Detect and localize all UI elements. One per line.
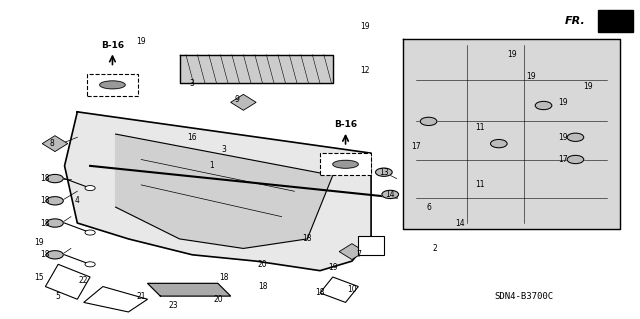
Polygon shape <box>116 134 333 249</box>
Polygon shape <box>42 136 68 152</box>
Text: SDN4-B3700C: SDN4-B3700C <box>495 292 554 300</box>
Polygon shape <box>403 39 620 229</box>
Polygon shape <box>179 55 333 83</box>
Text: 3: 3 <box>222 145 227 154</box>
Circle shape <box>535 101 552 110</box>
Circle shape <box>420 117 437 125</box>
Text: 18: 18 <box>220 272 229 281</box>
Polygon shape <box>230 94 256 110</box>
Circle shape <box>85 230 95 235</box>
Text: 11: 11 <box>475 123 484 132</box>
FancyBboxPatch shape <box>87 74 138 96</box>
Text: 11: 11 <box>475 181 484 189</box>
Text: 3: 3 <box>190 79 195 88</box>
Bar <box>598 10 633 33</box>
Text: 20: 20 <box>213 295 223 304</box>
Polygon shape <box>339 244 365 260</box>
Text: 8: 8 <box>49 139 54 148</box>
Text: 19: 19 <box>328 263 337 272</box>
Circle shape <box>567 155 584 164</box>
Text: 18: 18 <box>316 288 324 297</box>
Polygon shape <box>320 277 358 302</box>
Circle shape <box>47 174 63 183</box>
Text: 23: 23 <box>168 301 178 310</box>
Text: 5: 5 <box>56 292 61 300</box>
Text: 21: 21 <box>136 292 146 300</box>
Text: 10: 10 <box>347 285 356 294</box>
Text: 13: 13 <box>379 168 388 177</box>
Text: 14: 14 <box>456 219 465 227</box>
Circle shape <box>85 262 95 267</box>
Circle shape <box>490 139 507 148</box>
FancyBboxPatch shape <box>320 153 371 175</box>
Text: 19: 19 <box>526 72 536 81</box>
Text: B-16: B-16 <box>334 120 357 129</box>
Circle shape <box>47 219 63 227</box>
Text: B-16: B-16 <box>101 41 124 50</box>
Text: 18: 18 <box>41 250 50 259</box>
Ellipse shape <box>100 81 125 89</box>
Circle shape <box>85 186 95 191</box>
Polygon shape <box>358 236 384 255</box>
Text: 9: 9 <box>234 95 239 104</box>
Text: 18: 18 <box>41 196 50 205</box>
Text: 19: 19 <box>507 50 516 59</box>
Text: 19: 19 <box>558 98 568 107</box>
Text: 19: 19 <box>584 82 593 91</box>
Text: 16: 16 <box>188 133 197 142</box>
Text: 18: 18 <box>41 219 50 227</box>
Text: 17: 17 <box>411 142 420 151</box>
Circle shape <box>567 133 584 141</box>
Text: 18: 18 <box>41 174 50 183</box>
Circle shape <box>382 190 399 198</box>
Text: 20: 20 <box>258 260 268 269</box>
Text: 19: 19 <box>34 238 44 247</box>
Text: 18: 18 <box>258 282 268 291</box>
Text: 1: 1 <box>209 161 214 170</box>
Polygon shape <box>65 112 371 271</box>
Text: 19: 19 <box>360 22 369 31</box>
Polygon shape <box>148 283 230 296</box>
Circle shape <box>376 168 392 176</box>
Text: 19: 19 <box>558 133 568 142</box>
Circle shape <box>47 197 63 205</box>
Text: 22: 22 <box>79 276 88 285</box>
Text: 14: 14 <box>385 190 395 199</box>
Polygon shape <box>45 264 90 299</box>
Text: 18: 18 <box>303 234 312 243</box>
Text: 6: 6 <box>426 203 431 211</box>
Text: 2: 2 <box>433 244 437 253</box>
Ellipse shape <box>333 160 358 168</box>
Text: 17: 17 <box>558 155 568 164</box>
Text: 12: 12 <box>360 66 369 75</box>
Text: FR.: FR. <box>564 16 585 26</box>
Polygon shape <box>84 286 148 312</box>
Text: 15: 15 <box>34 272 44 281</box>
Text: 4: 4 <box>75 196 80 205</box>
Circle shape <box>47 251 63 259</box>
Text: 7: 7 <box>356 250 361 259</box>
Text: 19: 19 <box>136 38 146 47</box>
